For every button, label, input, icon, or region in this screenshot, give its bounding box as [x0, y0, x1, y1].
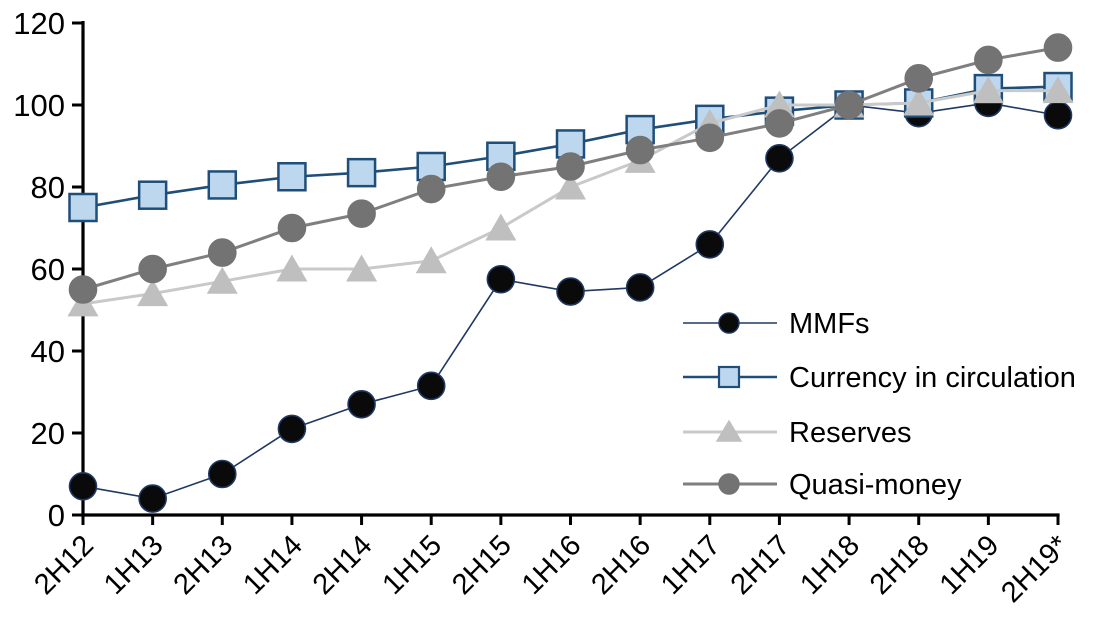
- legend-item-currency-in-circulation: Currency in circulation: [683, 362, 1076, 394]
- marker-circle: [625, 273, 655, 302]
- data-series: [67, 33, 1074, 513]
- x-tick-label: 2H15: [446, 529, 518, 601]
- marker-triangle: [972, 76, 1004, 104]
- x-tick-label: 1H19: [934, 529, 1006, 601]
- legend-marker-circle-icon: [718, 312, 740, 334]
- marker-circle: [695, 230, 725, 259]
- x-tick-label: 1H18: [794, 529, 866, 601]
- marker-triangle: [276, 254, 308, 282]
- y-tick-label: 80: [31, 170, 65, 205]
- marker-circle: [277, 414, 307, 444]
- marker-square: [277, 162, 307, 192]
- x-tick-label: 2H12: [28, 529, 100, 601]
- y-axis-labels: 0 20 40 60 80 100 120: [13, 6, 65, 533]
- x-tick-label: 1H14: [237, 529, 309, 601]
- marker-circle: [207, 459, 237, 489]
- x-tick-label: 1H13: [98, 529, 170, 601]
- marker-circle: [556, 277, 585, 306]
- marker-triangle: [763, 90, 795, 118]
- x-tick-label: 2H14: [307, 529, 379, 601]
- x-tick-label: 2H17: [725, 529, 797, 601]
- marker-triangle: [485, 213, 517, 241]
- marker-circle: [765, 144, 794, 173]
- x-tick-label: 2H16: [585, 529, 657, 601]
- legend-marker-square-icon: [717, 365, 741, 389]
- series-mmfs: [68, 88, 1073, 513]
- legend-label-reserves: Reserves: [789, 417, 912, 449]
- marker-circle: [904, 64, 934, 93]
- marker-triangle: [137, 279, 169, 307]
- y-tick-label: 120: [13, 6, 65, 41]
- marker-circle: [277, 213, 307, 243]
- marker-circle: [207, 238, 237, 267]
- x-tick-label: 1H17: [655, 529, 727, 601]
- marker-circle: [416, 174, 446, 204]
- x-tick-label: 1H15: [377, 529, 449, 601]
- marker-circle: [834, 90, 864, 120]
- marker-circle: [625, 135, 655, 165]
- marker-circle: [347, 389, 376, 419]
- x-tick-label: 1H16: [516, 529, 588, 601]
- x-tick-label: 2H13: [168, 529, 240, 601]
- marker-circle: [1043, 33, 1073, 62]
- marker-triangle: [555, 172, 586, 200]
- marker-square: [207, 170, 238, 200]
- marker-square: [68, 192, 98, 223]
- x-tick-label: 2H18: [864, 529, 936, 601]
- legend-label-mmfs: MMFs: [789, 308, 870, 340]
- marker-triangle: [206, 266, 238, 294]
- marker-triangle: [346, 254, 378, 282]
- legend-marker-circle-icon: [718, 473, 740, 495]
- legend-item-quasi-money: Quasi-money: [683, 469, 962, 501]
- legend-marker-triangle-icon: [715, 419, 743, 442]
- marker-square: [137, 180, 168, 210]
- marker-circle: [974, 45, 1003, 75]
- legend: MMFs Currency in circulation Reserves Qu…: [683, 308, 1076, 501]
- series-quasi-money: [68, 33, 1073, 304]
- marker-circle: [347, 199, 376, 228]
- marker-circle: [486, 162, 516, 192]
- legend-label-quasi-money: Quasi-money: [789, 469, 962, 501]
- axes: [72, 21, 1060, 525]
- marker-circle: [416, 371, 446, 401]
- legend-label-currency: Currency in circulation: [789, 362, 1076, 394]
- marker-circle: [138, 254, 167, 284]
- marker-circle: [486, 264, 516, 294]
- x-axis-labels: 2H121H132H131H142H141H152H151H162H161H17…: [28, 529, 1075, 609]
- marker-circle: [765, 109, 794, 138]
- y-tick-label: 100: [13, 88, 65, 123]
- marker-triangle: [1042, 76, 1074, 104]
- y-tick-label: 0: [48, 498, 65, 533]
- marker-circle: [138, 484, 167, 513]
- marker-triangle: [415, 246, 447, 274]
- y-tick-label: 20: [31, 416, 65, 451]
- marker-circle: [68, 471, 98, 501]
- y-tick-label: 40: [31, 334, 65, 369]
- x-tick-label: 2H19*: [995, 529, 1075, 609]
- legend-item-reserves: Reserves: [683, 417, 912, 449]
- marker-circle: [695, 123, 725, 153]
- y-tick-label: 60: [31, 252, 65, 287]
- marker-circle: [556, 152, 585, 181]
- marker-circle: [68, 275, 98, 304]
- marker-triangle: [903, 88, 935, 116]
- marker-square: [346, 157, 377, 188]
- marker-circle: [1043, 100, 1073, 130]
- legend-item-mmfs: MMFs: [683, 308, 870, 340]
